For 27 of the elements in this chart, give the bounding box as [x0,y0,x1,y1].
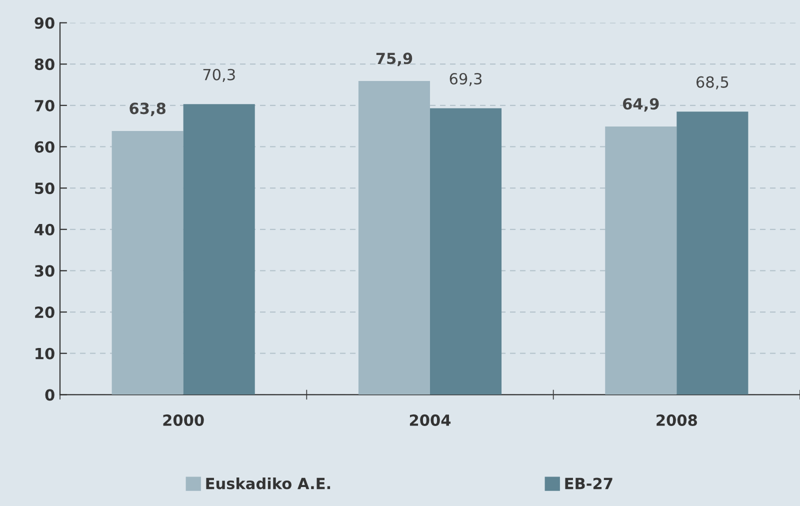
data-label: 68,5 [696,76,728,90]
y-tick-label: 50 [35,182,54,194]
y-tick-label: 40 [34,224,54,236]
data-label: 63,8 [130,102,166,116]
x-tick-label: 2004 [410,414,451,426]
bar [358,81,430,395]
legend-label: Euskadiko A.E. [206,477,330,490]
data-label: 75,9 [376,52,412,66]
bar [183,104,255,395]
y-tick-label: 70 [34,100,54,112]
y-tick-label: 30 [34,265,54,277]
y-tick-label: 90 [34,17,54,29]
legend-label: EB-27 [565,478,612,490]
y-tick-label: 10 [36,348,54,360]
y-tick-label: 60 [34,141,54,153]
bar [605,126,677,395]
data-label: 64,9 [623,98,659,112]
y-tick-label: 0 [45,389,54,401]
y-tick-label: 20 [35,306,54,318]
x-tick-label: 2000 [163,414,204,426]
y-tick-label: 80 [34,58,54,70]
bar [112,131,184,395]
bar [676,112,748,395]
data-label: 70,3 [203,68,235,82]
data-label: 69,3 [450,72,482,86]
bar [430,108,502,395]
x-tick-label: 2008 [656,414,697,426]
